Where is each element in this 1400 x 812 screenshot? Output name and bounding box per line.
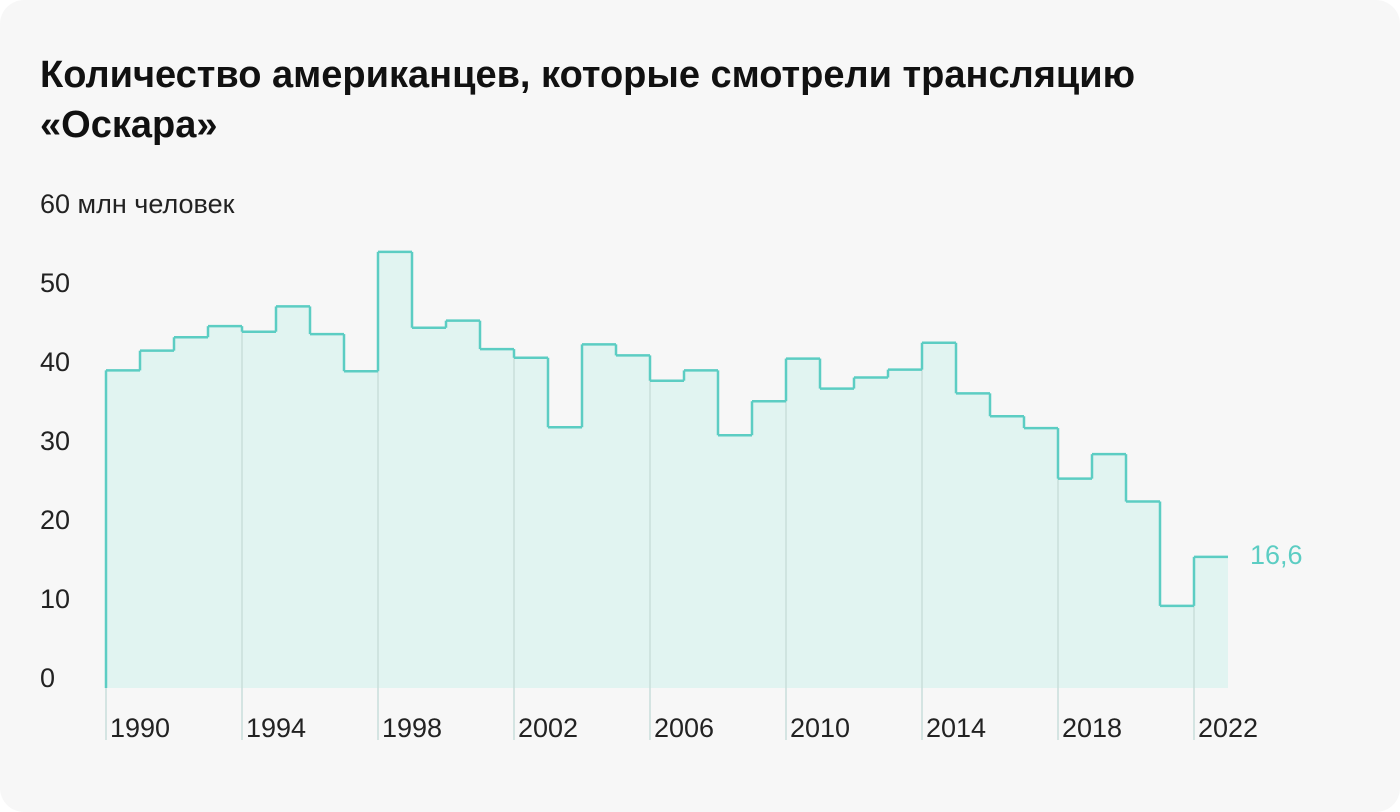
area-fill bbox=[242, 331, 276, 688]
area-fill bbox=[1024, 428, 1058, 688]
x-tick-label: 2010 bbox=[790, 713, 850, 743]
value-label: 16,6 bbox=[1250, 540, 1303, 570]
area-fill bbox=[514, 357, 548, 688]
y-tick-label: 50 bbox=[40, 268, 70, 298]
x-tick-label: 1998 bbox=[382, 713, 442, 743]
area-fill bbox=[548, 427, 582, 688]
area-fill bbox=[752, 401, 786, 688]
y-tick-label: 10 bbox=[40, 584, 70, 614]
x-tick-label: 2022 bbox=[1198, 713, 1258, 743]
area-fill bbox=[650, 380, 684, 688]
area-fill bbox=[480, 349, 514, 688]
area-fill bbox=[276, 306, 310, 688]
area-fill bbox=[310, 334, 344, 688]
area-fill bbox=[1092, 454, 1126, 688]
x-tick-label: 1994 bbox=[246, 713, 306, 743]
area-fill bbox=[582, 344, 616, 688]
y-tick-label: 60 млн человек bbox=[40, 189, 235, 219]
area-fill bbox=[378, 251, 412, 689]
area-fill bbox=[1058, 478, 1092, 688]
area-fill bbox=[990, 416, 1024, 688]
area-fill bbox=[412, 327, 446, 688]
area-fill bbox=[446, 320, 480, 688]
x-tick-label: 2006 bbox=[654, 713, 714, 743]
chart-title: Количество американцев, которые смотрели… bbox=[40, 54, 1136, 146]
area-fill bbox=[140, 350, 174, 688]
x-tick-label: 1990 bbox=[110, 713, 170, 743]
area-fill bbox=[1160, 605, 1194, 688]
y-tick-label: 0 bbox=[40, 663, 55, 693]
area-fill bbox=[1126, 501, 1160, 688]
area-fill bbox=[956, 393, 990, 688]
area-fill bbox=[718, 435, 752, 688]
area-fill bbox=[854, 377, 888, 688]
area-fill bbox=[174, 337, 208, 688]
area-fill bbox=[344, 371, 378, 688]
x-tick-label: 2002 bbox=[518, 713, 578, 743]
area-fill bbox=[922, 342, 956, 688]
area-fill bbox=[888, 369, 922, 688]
area-fill bbox=[106, 370, 140, 688]
x-tick-label: 2014 bbox=[926, 713, 986, 743]
area-fill bbox=[684, 370, 718, 688]
y-tick-label: 20 bbox=[40, 505, 70, 535]
area-fill bbox=[616, 355, 650, 688]
area-fill bbox=[1194, 556, 1228, 688]
area-fill bbox=[786, 358, 820, 688]
y-tick-label: 30 bbox=[40, 426, 70, 456]
area-fill bbox=[820, 388, 854, 688]
area-fill bbox=[208, 326, 242, 688]
x-tick-label: 2018 bbox=[1062, 713, 1122, 743]
y-tick-label: 40 bbox=[40, 347, 70, 377]
